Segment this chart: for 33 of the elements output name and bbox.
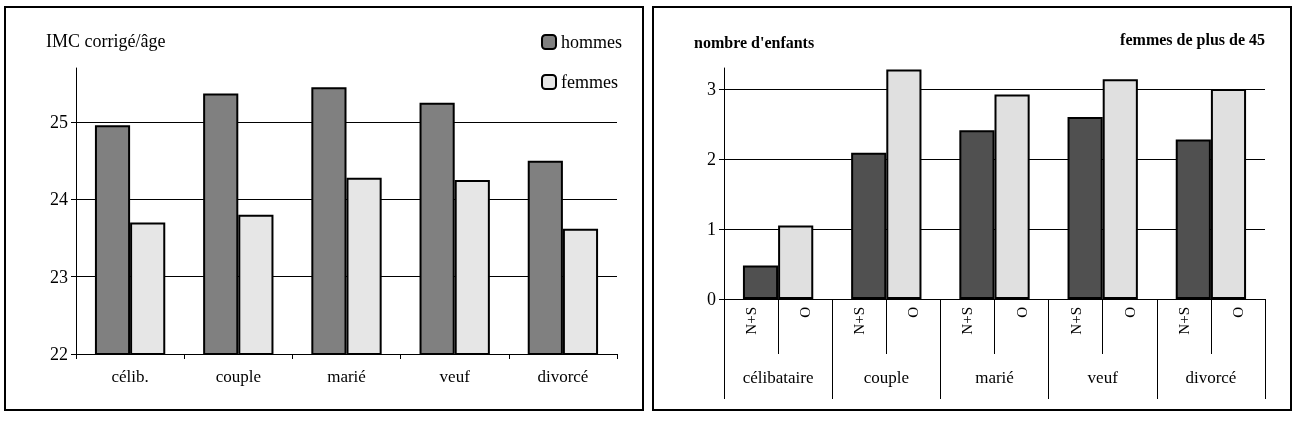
text: O [1121, 307, 1138, 318]
text: O [905, 307, 922, 318]
text: N+S [1175, 307, 1192, 335]
text: N+S [959, 307, 976, 335]
y-tick-label: 24 [50, 189, 68, 210]
x-tick-label: marié [327, 367, 366, 386]
chart-title: femmes de plus de 45 [1120, 30, 1266, 49]
text: O [1229, 307, 1246, 318]
y-tick-label: 1 [707, 219, 716, 239]
y-tick-label: 23 [50, 266, 68, 287]
x-tick-label: célibataire [742, 368, 814, 387]
legend-label: hommes [561, 32, 622, 52]
text: N+S [743, 307, 760, 335]
y-axis-title: IMC corrigé/âge [46, 31, 166, 51]
x-tick-label: divorcé [1185, 368, 1237, 387]
y-axis-title: nombre d'enfants [694, 33, 815, 51]
x-tick-label: couple [863, 368, 909, 387]
text: O [1013, 307, 1030, 318]
y-tick-label: 22 [50, 344, 68, 364]
x-tick-label: veuf [439, 367, 471, 386]
y-tick-label: 0 [707, 289, 716, 309]
y-tick-label: 3 [707, 79, 716, 99]
x-tick-label: célib. [111, 367, 149, 386]
x-tick-label: divorcé [537, 367, 589, 386]
x-tick-label: marié [975, 368, 1014, 387]
x-tick-label: veuf [1087, 368, 1119, 387]
text: N+S [851, 307, 868, 335]
legend-label: femmes [561, 72, 618, 92]
text: N+S [1067, 307, 1084, 335]
text: O [797, 306, 814, 318]
x-tick-label: couple [215, 367, 261, 386]
y-tick-label: 25 [50, 112, 68, 133]
y-tick-label: 2 [707, 149, 716, 169]
